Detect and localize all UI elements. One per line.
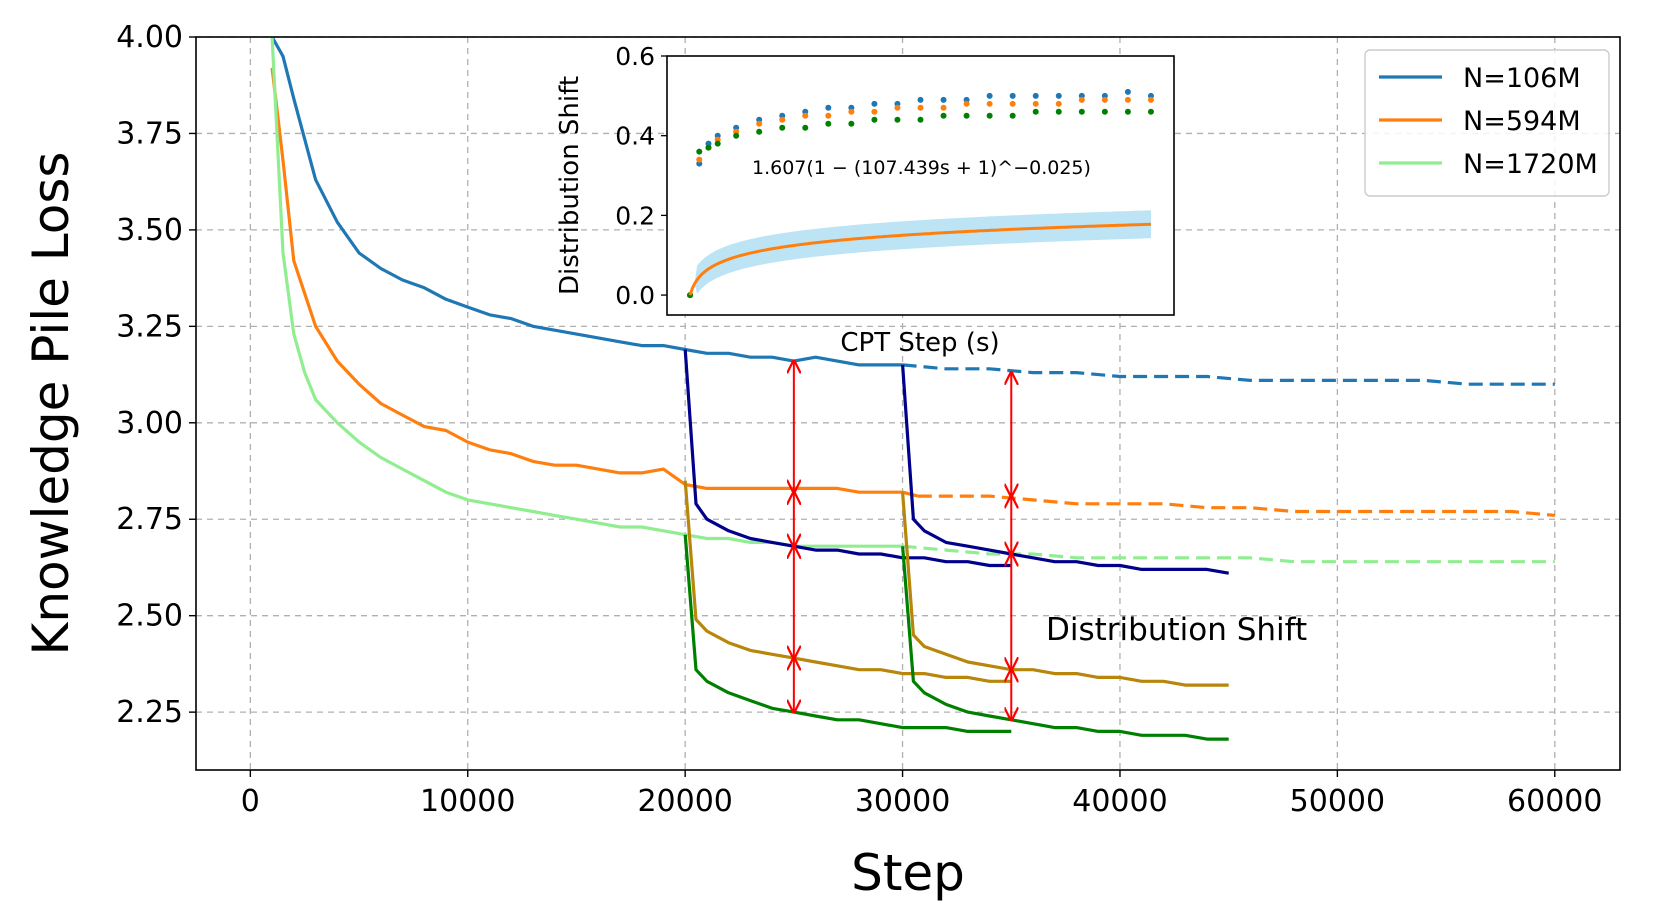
y-tick-label: 3.25 bbox=[116, 309, 183, 344]
y-tick-label: 3.50 bbox=[116, 213, 183, 248]
inset-scatter-point bbox=[825, 120, 832, 127]
inset-y-tick-label: 0.0 bbox=[615, 281, 655, 310]
inset-scatter-point bbox=[696, 156, 703, 163]
inset-scatter-point bbox=[733, 132, 740, 139]
series-line bbox=[902, 544, 1555, 564]
main-plot: 0 10000 20000 30000 40000 50000 60000 2.25 2.50 2… bbox=[22, 20, 1621, 902]
inset-x-axis-label: CPT Step (s) bbox=[840, 328, 999, 358]
inset-scatter-point bbox=[756, 128, 763, 135]
inset-scatter-point bbox=[917, 116, 924, 123]
legend: N=106M N=594M N=1720M bbox=[1364, 49, 1610, 197]
inset-frame bbox=[666, 55, 1175, 316]
inset-scatter-point bbox=[1124, 88, 1131, 95]
inset-scatter-point bbox=[940, 96, 947, 103]
inset-scatter-point bbox=[963, 100, 970, 107]
inset-scatter-point bbox=[871, 100, 878, 107]
inset-scatter-point bbox=[894, 116, 901, 123]
inset-scatter-point bbox=[1055, 108, 1062, 115]
inset-scatter-point bbox=[1101, 96, 1108, 103]
inset-scatter-point bbox=[1009, 100, 1016, 107]
inset-scatter-point bbox=[1009, 92, 1016, 99]
x-tick-label: 20000 bbox=[637, 784, 732, 819]
inset-scatter-point bbox=[940, 112, 947, 119]
y-tick-label: 4.00 bbox=[116, 20, 183, 55]
series-line bbox=[901, 492, 1229, 687]
inset-scatter-point bbox=[917, 96, 924, 103]
inset-scatter-point bbox=[1101, 108, 1108, 115]
inset-background bbox=[667, 56, 1174, 315]
x-tick-label: 50000 bbox=[1290, 784, 1385, 819]
inset-scatter-point bbox=[714, 140, 721, 147]
inset-scatter-point bbox=[779, 116, 786, 123]
series-line bbox=[683, 534, 1012, 734]
inset-scatter-point bbox=[986, 92, 993, 99]
legend-box bbox=[1364, 49, 1610, 197]
inset-scatter-point bbox=[940, 104, 947, 111]
inset-scatter-point bbox=[1032, 92, 1039, 99]
y-axis-label: Knowledge Pile Loss bbox=[22, 152, 80, 656]
inset-fit-curve bbox=[688, 222, 1152, 296]
y-tick-label: 2.50 bbox=[116, 599, 183, 634]
x-tick-label: 60000 bbox=[1507, 784, 1602, 819]
inset-scatter-point bbox=[848, 108, 855, 115]
y-tick-label: 2.75 bbox=[116, 502, 183, 537]
inset-scatter-point bbox=[1078, 96, 1085, 103]
x-tick-label: 30000 bbox=[855, 784, 950, 819]
inset-scatter-point bbox=[1032, 100, 1039, 107]
legend-label: N=594M bbox=[1463, 106, 1581, 137]
y-tick-label: 2.25 bbox=[116, 695, 183, 730]
series-line bbox=[901, 546, 1229, 741]
inset-scatter-point bbox=[1147, 108, 1154, 115]
inset-scatter-point bbox=[1055, 92, 1062, 99]
inset-y-tick-label: 0.2 bbox=[615, 201, 655, 230]
y-tick-label: 3.75 bbox=[116, 116, 183, 151]
x-tick-label: 0 bbox=[241, 784, 260, 819]
series-line bbox=[902, 363, 1555, 386]
inset-scatter-point bbox=[705, 144, 712, 151]
inset-scatter-point bbox=[986, 100, 993, 107]
inset-scatter-point bbox=[1078, 108, 1085, 115]
series-line bbox=[270, 67, 919, 498]
inset-y-axis-label: Distribution Shift bbox=[555, 76, 585, 295]
inset-scatter-point bbox=[871, 116, 878, 123]
series-line bbox=[683, 349, 1012, 568]
x-tick-label: 10000 bbox=[420, 784, 515, 819]
inset-scatter-point bbox=[986, 112, 993, 119]
inset-scatter-point bbox=[894, 104, 901, 111]
inset-confidence-band bbox=[690, 210, 1151, 296]
inset-scatter-point bbox=[963, 112, 970, 119]
inset-y-tick-label: 0.6 bbox=[615, 42, 655, 71]
inset-scatter-point bbox=[825, 104, 832, 111]
x-tick-label: 40000 bbox=[1072, 784, 1167, 819]
inset-scatter-point bbox=[871, 108, 878, 115]
inset-y-tick-label: 0.4 bbox=[615, 122, 655, 151]
series-line bbox=[901, 364, 1229, 575]
inset-scatter-point bbox=[1009, 112, 1016, 119]
inset-scatter-point bbox=[756, 120, 763, 127]
inset-scatter-point bbox=[825, 112, 832, 119]
annotation-distribution-shift: Distribution Shift bbox=[1046, 612, 1307, 648]
inset-scatter-point bbox=[802, 112, 809, 119]
inset-fit-equation: 1.607(1 − (107.439s + 1)^−0.025) bbox=[752, 157, 1091, 179]
inset-scatter-point bbox=[802, 124, 809, 131]
inset-scatter-point bbox=[1124, 96, 1131, 103]
legend-label: N=106M bbox=[1463, 63, 1581, 94]
series-line bbox=[917, 494, 1555, 517]
legend-label: N=1720M bbox=[1463, 149, 1598, 180]
inset-scatter-point bbox=[696, 148, 703, 155]
inset-scatter-point bbox=[1147, 96, 1154, 103]
y-tick-label: 3.00 bbox=[116, 406, 183, 441]
inset-scatter-point bbox=[917, 104, 924, 111]
inset-plot: 0.0 0.2 0.4 0.6 CPT Step (s) Distribution Shi… bbox=[555, 42, 1175, 358]
inset-scatter-point bbox=[779, 124, 786, 131]
x-axis-label: Step bbox=[851, 844, 965, 902]
inset-scatter-point bbox=[848, 120, 855, 127]
inset-scatter-point bbox=[1032, 108, 1039, 115]
inset-scatter-point bbox=[1055, 100, 1062, 107]
series-line bbox=[683, 480, 1012, 683]
plot-frame bbox=[195, 36, 1621, 771]
inset-scatter-point bbox=[1124, 108, 1131, 115]
